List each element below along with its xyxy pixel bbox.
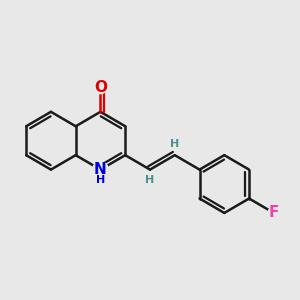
Text: F: F — [269, 206, 279, 220]
Text: H: H — [146, 175, 154, 185]
Circle shape — [268, 207, 280, 219]
Text: H: H — [96, 175, 105, 185]
Circle shape — [93, 162, 108, 178]
Text: H: H — [170, 140, 179, 149]
Circle shape — [94, 80, 107, 94]
Text: N: N — [94, 162, 107, 177]
Text: O: O — [94, 80, 107, 94]
